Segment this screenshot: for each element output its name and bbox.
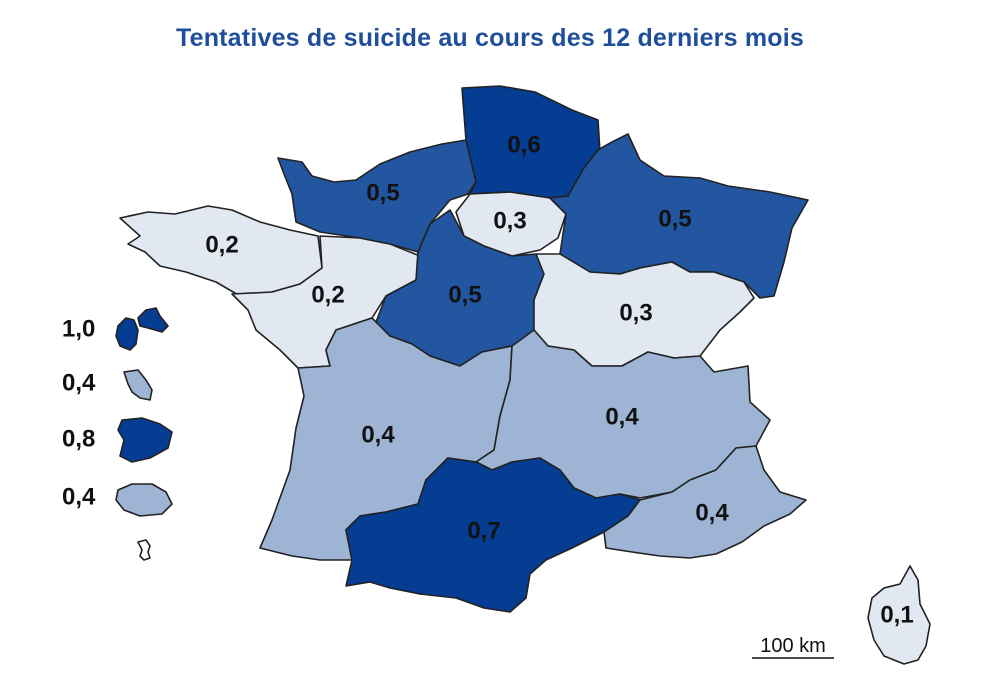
region-bourgogne-franche-comte-value: 0,3 (619, 299, 652, 326)
region-occitanie-value: 0,7 (467, 517, 500, 544)
region-corse[interactable]: 0,1 (867, 565, 931, 665)
region-auvergne-rhone-alpes-value: 0,4 (605, 403, 639, 430)
region-bretagne[interactable]: 0,2 (119, 205, 323, 297)
region-bretagne-value: 0,2 (205, 231, 238, 258)
overseas-guyane-value: 0,8 (62, 425, 95, 452)
overseas-mayotte[interactable] (137, 539, 151, 561)
region-grand-est-value: 0,5 (658, 205, 691, 232)
region-occitanie[interactable]: 0,7 (345, 457, 641, 613)
overseas-martinique-value: 0,4 (62, 369, 96, 396)
region-hauts-de-france-value: 0,6 (507, 131, 540, 158)
overseas-la-reunion[interactable]: 0,4 (62, 483, 173, 517)
overseas-guyane[interactable]: 0,8 (62, 417, 173, 463)
overseas-guadeloupe-value: 1,0 (62, 315, 95, 342)
region-pays-de-la-loire-value: 0,2 (311, 281, 344, 308)
region-normandie[interactable]: 0,5 (277, 139, 477, 253)
region-hauts-de-france[interactable]: 0,6 (461, 85, 601, 199)
overseas-martinique[interactable]: 0,4 (62, 369, 153, 401)
map-title: Tentatives de suicide au cours des 12 de… (175, 24, 805, 52)
scale-bar-label: 100 km (760, 635, 826, 657)
region-normandie-value: 0,5 (366, 179, 399, 206)
region-nouvelle-aquitaine[interactable]: 0,4 (259, 317, 513, 561)
region-nouvelle-aquitaine-value: 0,4 (361, 421, 395, 448)
region-centre-val-de-loire-value: 0,5 (448, 281, 481, 308)
region-ile-de-france-value: 0,3 (493, 207, 526, 234)
region-provence-alpes-cote-dazur-value: 0,4 (695, 499, 729, 526)
region-corse-value: 0,1 (880, 601, 913, 628)
scale-bar: 100 km (752, 635, 834, 659)
region-grand-est[interactable]: 0,5 (549, 133, 809, 299)
region-ile-de-france[interactable]: 0,3 (455, 191, 567, 257)
region-provence-alpes-cote-dazur[interactable]: 0,4 (603, 445, 807, 559)
overseas-la-reunion-value: 0,4 (62, 483, 96, 510)
overseas-guadeloupe[interactable]: 1,0 (62, 307, 169, 351)
